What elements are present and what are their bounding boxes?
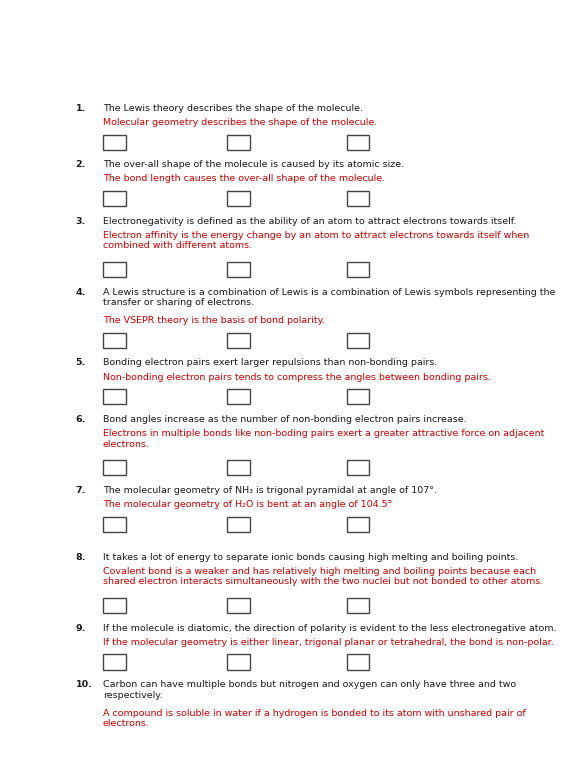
Text: A compound is soluble in water if a hydrogen is bonded to its atom with unshared: A compound is soluble in water if a hydr… <box>103 709 525 728</box>
Text: If the molecule is diatomic, the direction of polarity is evident to the less el: If the molecule is diatomic, the directi… <box>103 624 556 633</box>
Bar <box>227 135 250 150</box>
Text: 8.: 8. <box>75 553 86 562</box>
Bar <box>227 262 250 277</box>
Text: 5.: 5. <box>75 358 86 367</box>
Text: Electron affinity is the energy change by an atom to attract electrons towards i: Electron affinity is the energy change b… <box>103 231 529 251</box>
Text: The Lewis theory describes the shape of the molecule.: The Lewis theory describes the shape of … <box>103 104 363 113</box>
Text: Non-bonding electron pairs tends to compress the angles between bonding pairs.: Non-bonding electron pairs tends to comp… <box>103 372 491 382</box>
Bar <box>103 740 125 755</box>
Text: The molecular geometry of NH₃ is trigonal pyramidal at angle of 107°.: The molecular geometry of NH₃ is trigona… <box>103 486 437 495</box>
Text: 9.: 9. <box>75 624 86 633</box>
Bar <box>103 191 125 206</box>
Bar <box>227 389 250 404</box>
Text: A Lewis structure is a combination of Lewis is a combination of Lewis symbols re: A Lewis structure is a combination of Le… <box>103 288 555 307</box>
Bar <box>347 516 369 532</box>
Bar <box>227 333 250 348</box>
Text: Molecular geometry describes the shape of the molecule.: Molecular geometry describes the shape o… <box>103 118 377 127</box>
Text: Electronegativity is defined as the ability of an atom to attract electrons towa: Electronegativity is defined as the abil… <box>103 217 516 226</box>
Bar <box>103 262 125 277</box>
Text: Bonding electron pairs exert larger repulsions than non-bonding pairs.: Bonding electron pairs exert larger repu… <box>103 358 437 367</box>
Bar <box>347 655 369 670</box>
Bar <box>103 333 125 348</box>
Bar <box>227 655 250 670</box>
Bar <box>347 135 369 150</box>
Text: 6.: 6. <box>75 415 86 424</box>
Text: 1.: 1. <box>75 104 86 113</box>
Bar <box>227 598 250 613</box>
Bar <box>103 516 125 532</box>
Text: 7.: 7. <box>75 486 86 495</box>
Text: 2.: 2. <box>75 160 86 170</box>
Text: 4.: 4. <box>75 288 86 297</box>
Text: It takes a lot of energy to separate ionic bonds causing high melting and boilin: It takes a lot of energy to separate ion… <box>103 553 518 562</box>
Bar <box>227 516 250 532</box>
Text: Carbon can have multiple bonds but nitrogen and oxygen can only have three and t: Carbon can have multiple bonds but nitro… <box>103 680 516 699</box>
Bar <box>347 740 369 755</box>
Bar <box>347 262 369 277</box>
Bar <box>347 598 369 613</box>
Bar <box>347 191 369 206</box>
Text: The molecular geometry of H₂O is bent at an angle of 104.5°: The molecular geometry of H₂O is bent at… <box>103 500 392 509</box>
Bar <box>347 333 369 348</box>
Bar <box>103 598 125 613</box>
Text: The VSEPR theory is the basis of bond polarity.: The VSEPR theory is the basis of bond po… <box>103 316 325 325</box>
Bar <box>227 740 250 755</box>
Text: Electrons in multiple bonds like non-boding pairs exert a greater attractive for: Electrons in multiple bonds like non-bod… <box>103 429 544 449</box>
Text: Bond angles increase as the number of non-bonding electron pairs increase.: Bond angles increase as the number of no… <box>103 415 466 424</box>
Bar <box>103 135 125 150</box>
Bar <box>347 389 369 404</box>
Text: Covalent bond is a weaker and has relatively high melting and boiling points bec: Covalent bond is a weaker and has relati… <box>103 567 543 587</box>
Text: If the molecular geometry is either linear, trigonal planar or tetrahedral, the : If the molecular geometry is either line… <box>103 638 554 647</box>
Bar <box>227 191 250 206</box>
Bar <box>103 460 125 475</box>
Bar <box>103 389 125 404</box>
Text: 10.: 10. <box>75 680 92 689</box>
Text: The bond length causes the over-all shape of the molecule.: The bond length causes the over-all shap… <box>103 174 385 183</box>
Bar <box>227 460 250 475</box>
Bar <box>347 460 369 475</box>
Text: The over-all shape of the molecule is caused by its atomic size.: The over-all shape of the molecule is ca… <box>103 160 404 170</box>
Bar <box>103 655 125 670</box>
Text: 3.: 3. <box>75 217 86 226</box>
